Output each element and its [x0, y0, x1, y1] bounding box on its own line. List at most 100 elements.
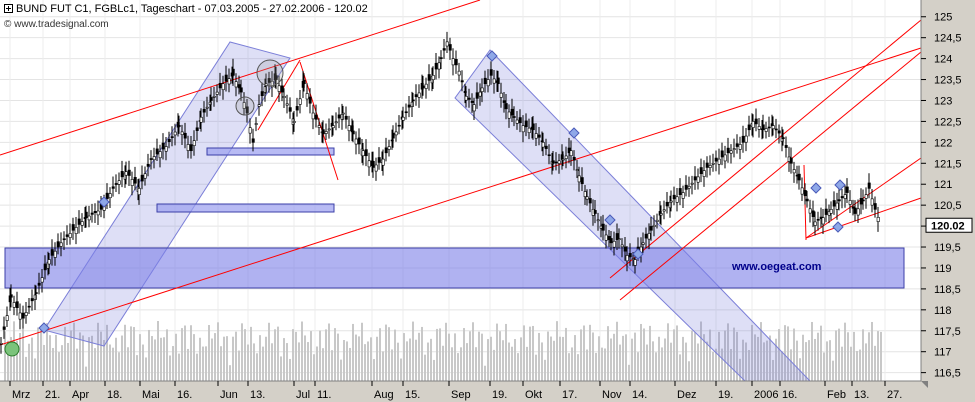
trend-line [619, 51, 922, 301]
volume-bar [79, 332, 81, 381]
candle-body [357, 137, 361, 145]
volume-bar [811, 321, 813, 381]
candle-body [27, 305, 31, 308]
candle-body [93, 211, 97, 213]
volume-bar [118, 352, 120, 381]
candle-body [186, 144, 190, 151]
candle-body [364, 149, 368, 157]
candle-body [537, 134, 541, 138]
volume-bar [370, 337, 372, 381]
candle-body [239, 87, 243, 93]
x-tick-label: Okt [525, 389, 542, 401]
diamond-marker [810, 182, 822, 194]
candle-body [74, 227, 78, 234]
x-tick-label: 2006 [754, 389, 778, 401]
candle-body [146, 163, 150, 167]
volume-bar [781, 351, 783, 381]
candle-body [747, 124, 751, 131]
candle-body [649, 226, 653, 231]
volume-bar [718, 331, 720, 381]
candle-body [615, 233, 619, 240]
volume-bar [241, 323, 243, 381]
volume-bar [223, 336, 225, 381]
volume-bar [127, 347, 129, 381]
y-tick-label: 121 [934, 179, 952, 191]
candle-body [641, 242, 645, 245]
volume-bars [4, 321, 882, 381]
volume-bar [478, 331, 480, 381]
y-tick-label: 122 [934, 137, 952, 149]
candle-body [427, 74, 431, 81]
candle-body [564, 155, 568, 159]
candle-body [583, 191, 587, 197]
volume-bar [388, 327, 390, 381]
volume-bar [505, 323, 507, 381]
candle-body [811, 210, 815, 217]
candle-body [483, 77, 487, 85]
plus-icon[interactable] [4, 4, 13, 13]
candle-body [173, 131, 177, 136]
candle-body [723, 154, 727, 162]
volume-bar [877, 331, 879, 381]
diamond-marker [486, 50, 498, 62]
y-tick-label: 124 [934, 54, 952, 66]
candle-body [729, 150, 733, 154]
x-tick-label: 16. [177, 389, 192, 401]
volume-bar [559, 336, 561, 381]
volume-bar [31, 337, 33, 381]
volume-bar [592, 332, 594, 381]
candle-body [248, 127, 252, 134]
volume-bar [124, 324, 126, 381]
volume-bar [205, 346, 207, 381]
volume-bar [643, 328, 645, 381]
volume-bar [88, 337, 90, 381]
candle-body [183, 132, 187, 139]
volume-bar [145, 357, 147, 381]
volume-bar [256, 353, 258, 381]
candle-body [547, 154, 551, 157]
candle-body [601, 223, 605, 231]
candle-body [15, 301, 19, 309]
candle-body [672, 194, 676, 200]
volume-bar [490, 336, 492, 381]
candle-body [277, 85, 281, 92]
candle-body [24, 312, 28, 316]
volume-bar [166, 329, 168, 381]
diamond-marker [632, 248, 644, 260]
candle-body [781, 137, 785, 139]
volume-bar [748, 349, 750, 381]
volume-bar [148, 329, 150, 381]
volume-bar [631, 338, 633, 381]
volume-bar [37, 327, 39, 381]
candle-body [609, 238, 613, 244]
volume-bar [310, 331, 312, 381]
volume-bar [556, 321, 558, 381]
volume-bar [739, 358, 741, 381]
volume-bar [679, 354, 681, 381]
volume-bar [694, 332, 696, 381]
volume-bar [460, 347, 462, 381]
volume-bar [307, 342, 309, 381]
candle-body [665, 201, 669, 207]
candle-body [478, 91, 482, 97]
candle-body [711, 162, 715, 165]
volume-bar [481, 333, 483, 381]
candle-body [797, 173, 801, 181]
volume-bar [502, 340, 504, 381]
candle-body [518, 117, 522, 124]
volume-bar [25, 356, 27, 381]
candle-body [242, 102, 246, 109]
volume-bar [262, 346, 264, 381]
candle-body [761, 124, 765, 131]
candle-body [684, 184, 688, 190]
candle-body [876, 216, 880, 222]
volume-bar [103, 340, 105, 381]
volume-bar [91, 335, 93, 381]
volume-bar [769, 335, 771, 381]
volume-bar [670, 342, 672, 381]
volume-bar [421, 326, 423, 381]
volume-bar [640, 323, 642, 381]
volume-bar [355, 334, 357, 381]
x-tick-label: 13. [854, 389, 869, 401]
volume-bar [487, 339, 489, 381]
